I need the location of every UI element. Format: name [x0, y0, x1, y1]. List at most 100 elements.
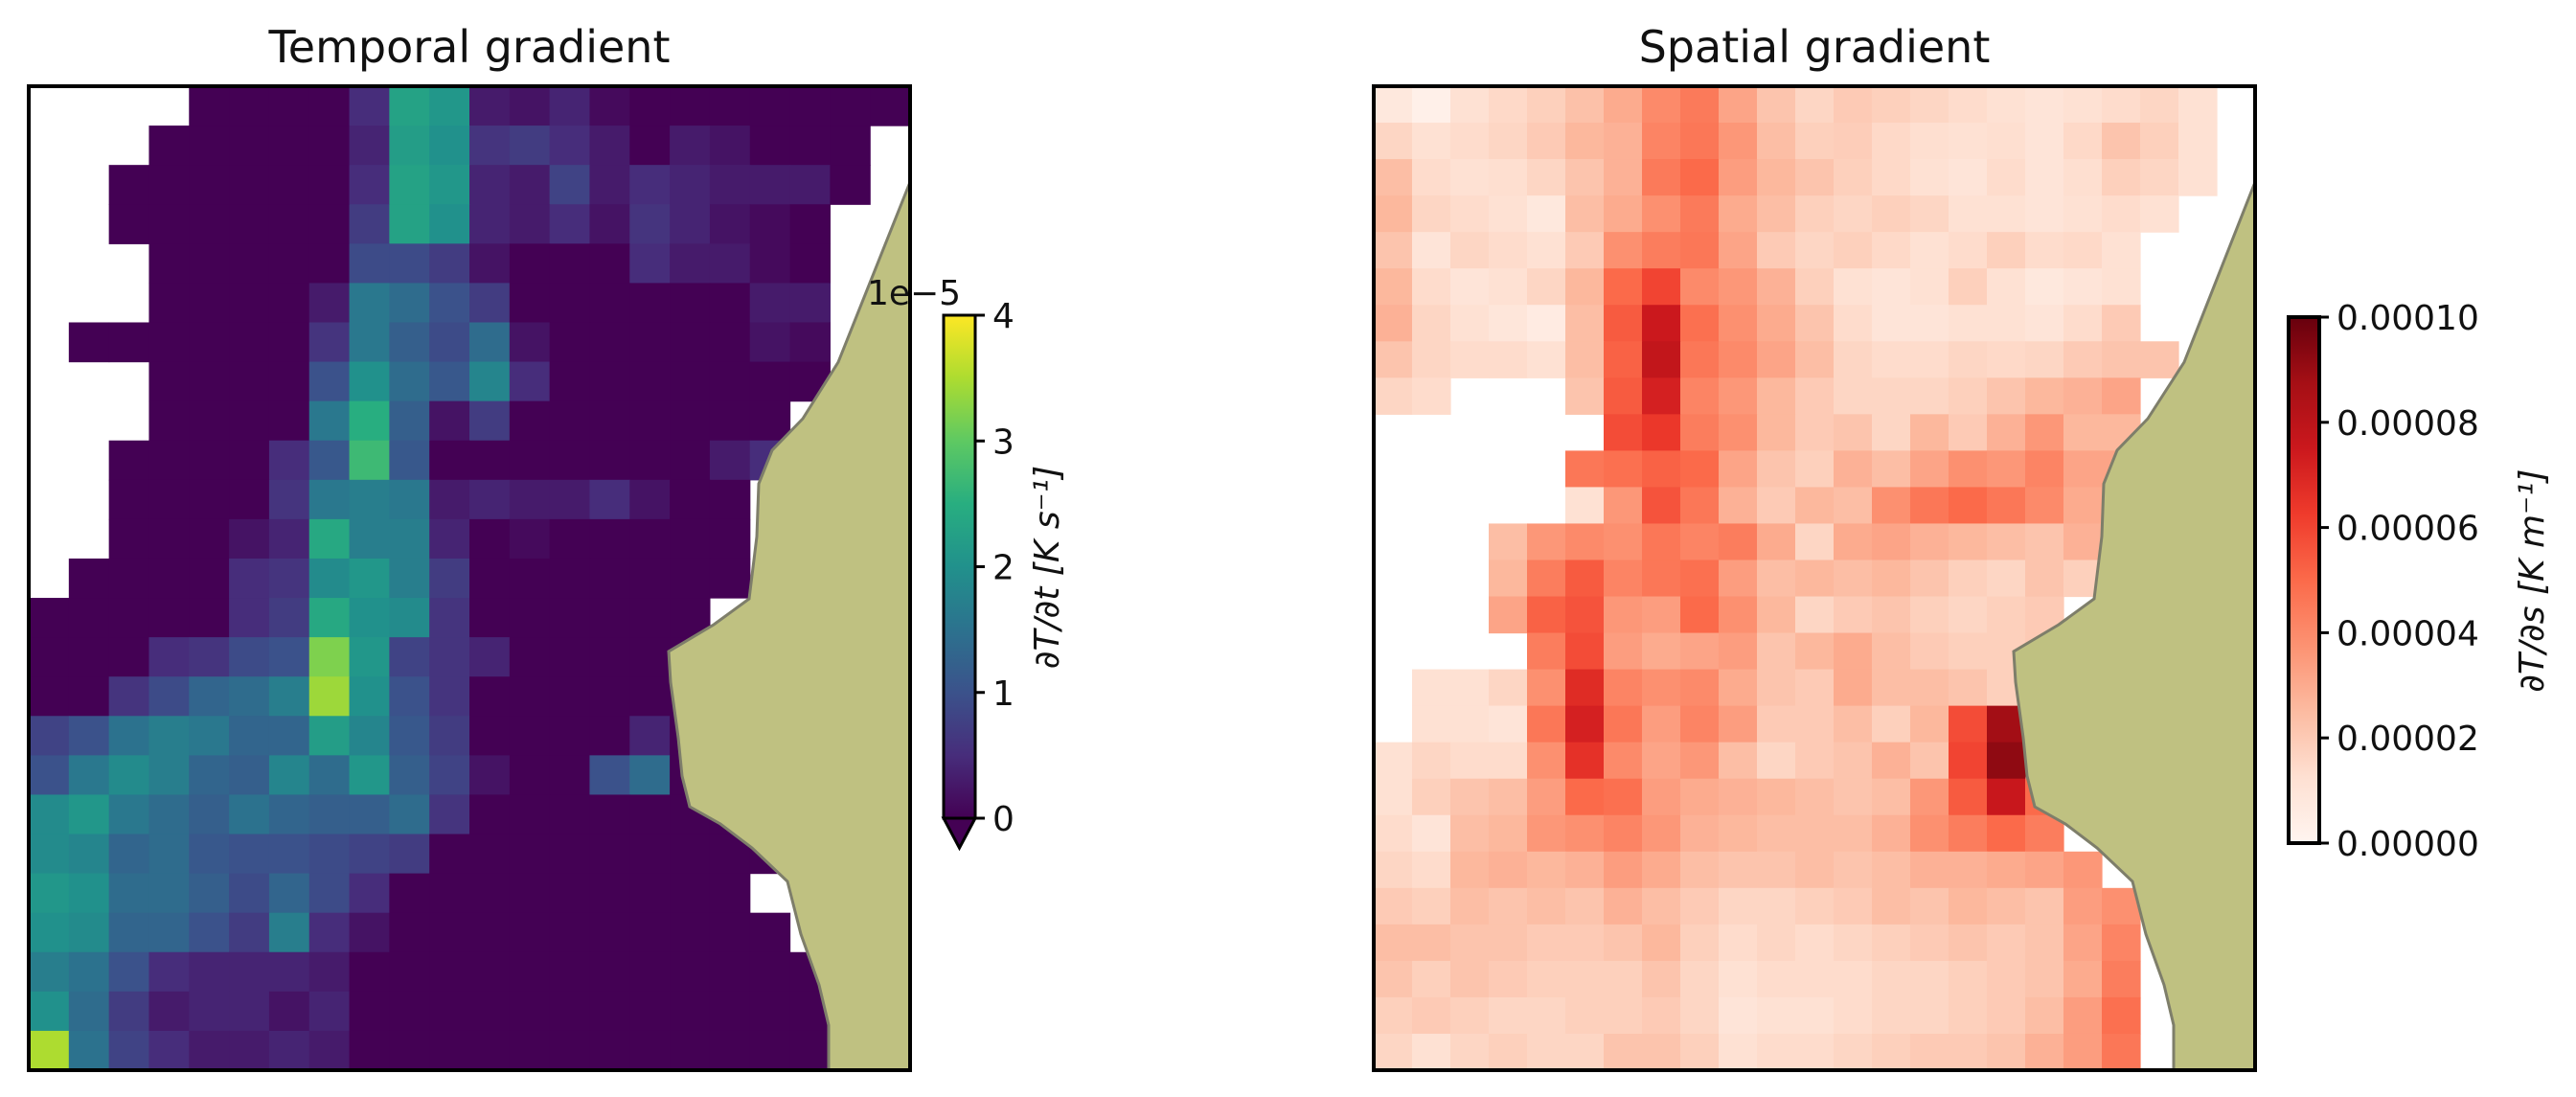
heatmap-cell	[108, 518, 150, 560]
heatmap-cell	[1719, 195, 1758, 233]
heatmap-cell	[709, 243, 751, 284]
heatmap-cell	[349, 1030, 390, 1070]
heatmap-cell	[1757, 450, 1796, 489]
heatmap-cell	[509, 440, 551, 481]
heatmap-cell	[429, 283, 470, 324]
heatmap-cell	[1604, 960, 1643, 998]
heatmap-cell	[389, 126, 430, 166]
heatmap-cell	[268, 951, 310, 993]
heatmap-cell	[509, 400, 551, 442]
heatmap-cell	[2063, 450, 2103, 489]
heatmap-cell	[549, 558, 591, 599]
heatmap-cell	[670, 479, 711, 520]
heatmap-cell	[2025, 851, 2064, 889]
heatmap-cell	[268, 440, 310, 481]
heatmap-cell	[349, 637, 390, 677]
heatmap-cell	[1450, 86, 1490, 124]
heatmap-cell	[268, 86, 310, 126]
right-chart-title: Spatial gradient	[1639, 21, 1991, 73]
heatmap-cell	[189, 1030, 230, 1070]
heatmap-cell	[589, 204, 630, 244]
heatmap-cell	[389, 1030, 430, 1070]
heatmap-cell	[1489, 341, 1528, 378]
heatmap-cell	[1642, 960, 1681, 998]
heatmap-cell	[549, 637, 591, 677]
heatmap-cell	[1719, 669, 1758, 707]
heatmap-cell	[29, 951, 70, 993]
heatmap-cell	[29, 637, 70, 677]
heatmap-cell	[2063, 159, 2103, 196]
heatmap-cell	[1910, 632, 1949, 671]
heatmap-cell	[229, 243, 270, 284]
heatmap-cell	[1757, 924, 1796, 962]
heatmap-cell	[229, 716, 270, 756]
heatmap-cell	[1642, 232, 1681, 269]
heatmap-cell	[2140, 123, 2179, 160]
colorbar-tick-label: 0.00010	[2337, 299, 2479, 338]
heatmap-cell	[1719, 705, 1758, 743]
heatmap-cell	[629, 165, 671, 205]
heatmap-cell	[1680, 414, 1720, 451]
heatmap-cell	[670, 440, 711, 481]
heatmap-cell	[1949, 851, 1988, 889]
heatmap-cell	[709, 400, 751, 442]
heatmap-cell	[549, 518, 591, 560]
heatmap-cell	[189, 400, 230, 442]
heatmap-cell	[709, 126, 751, 166]
heatmap-cell	[1949, 778, 1988, 816]
heatmap-cell	[108, 716, 150, 756]
heatmap-cell	[68, 1030, 110, 1070]
heatmap-cell	[68, 558, 110, 599]
heatmap-cell	[2063, 341, 2103, 378]
heatmap-cell	[1450, 742, 1490, 780]
heatmap-cell	[268, 912, 310, 953]
heatmap-cell	[108, 1030, 150, 1070]
heatmap-cell	[629, 518, 671, 560]
heatmap-cell	[1872, 123, 1911, 160]
heatmap-cell	[1527, 887, 1566, 926]
heatmap-cell	[1795, 560, 1835, 598]
heatmap-cell	[1412, 851, 1451, 889]
heatmap-cell	[1412, 778, 1451, 816]
heatmap-cell	[1834, 377, 1873, 415]
heatmap-cell	[229, 479, 270, 520]
heatmap-cell	[1757, 268, 1796, 306]
heatmap-cell	[1604, 86, 1643, 124]
heatmap-cell	[1489, 669, 1528, 707]
heatmap-cell	[629, 558, 671, 599]
heatmap-cell	[308, 912, 351, 953]
heatmap-cell	[429, 400, 470, 442]
heatmap-cell	[1604, 814, 1643, 853]
left-plot-frame	[27, 84, 912, 1072]
heatmap-cell	[349, 243, 390, 284]
heatmap-cell	[1872, 560, 1911, 598]
heatmap-cell	[308, 165, 351, 205]
heatmap-cell	[1987, 450, 2026, 489]
heatmap-cell	[549, 912, 591, 953]
heatmap-cell	[1450, 159, 1490, 196]
heatmap-cell	[1680, 560, 1720, 598]
heatmap-cell	[2102, 86, 2141, 124]
heatmap-cell	[108, 912, 150, 953]
heatmap-cell	[1834, 159, 1873, 196]
heatmap-cell	[1719, 960, 1758, 998]
heatmap-cell	[509, 951, 551, 993]
left-colorbar-offset: 1e−5	[867, 274, 961, 313]
heatmap-cell	[1757, 960, 1796, 998]
heatmap-cell	[549, 951, 591, 993]
heatmap-cell	[709, 322, 751, 363]
heatmap-cell	[670, 873, 711, 914]
heatmap-cell	[1757, 377, 1796, 415]
heatmap-cell	[349, 126, 390, 166]
heatmap-cell	[429, 716, 470, 756]
heatmap-cell	[1757, 523, 1796, 561]
heatmap-cell	[1795, 232, 1835, 269]
heatmap-cell	[1834, 487, 1873, 525]
heatmap-cell	[709, 991, 751, 1032]
heatmap-cell	[1527, 851, 1566, 889]
heatmap-cell	[1910, 1033, 1949, 1070]
heatmap-cell	[1834, 305, 1873, 342]
heatmap-cell	[709, 204, 751, 244]
heatmap-cell	[1604, 268, 1643, 306]
